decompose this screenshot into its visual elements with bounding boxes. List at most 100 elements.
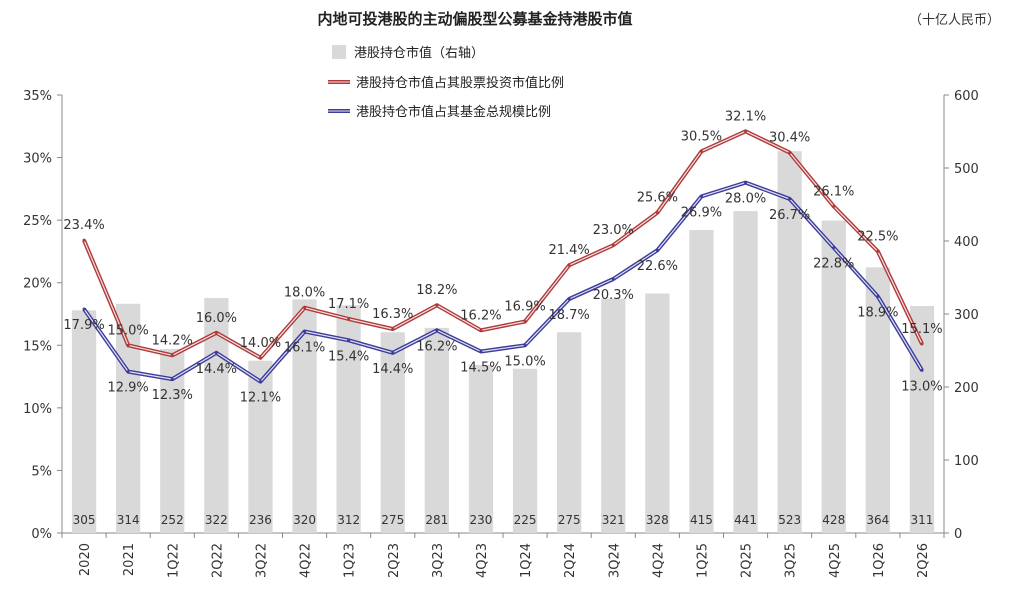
unit-label: （十亿人民币） <box>909 13 1000 28</box>
bar-value-label: 230 <box>469 513 492 527</box>
red-series-label: 22.5% <box>857 229 898 244</box>
series-point-2 <box>303 330 307 334</box>
series-point-1 <box>479 328 483 332</box>
bar-value-label: 236 <box>249 513 272 527</box>
axes: 0% 5% 10% 15% 20% 25% 30% 35% 0 100 200 300 400 500 60… <box>23 89 979 578</box>
bar <box>601 298 626 533</box>
series-point-1 <box>699 149 703 153</box>
series-point-2 <box>567 297 571 301</box>
y-right-tick-label: 300 <box>954 308 979 323</box>
blue-series-label: 14.4% <box>196 362 237 377</box>
legend-swatch-bar <box>332 45 346 59</box>
x-tick-label: 3Q22 <box>254 543 269 578</box>
y-right-tick-label: 200 <box>954 381 979 396</box>
bar <box>733 211 758 533</box>
red-series-label: 23.4% <box>63 218 104 233</box>
bar <box>512 368 538 533</box>
red-series-label: 16.0% <box>196 311 237 326</box>
x-tick-label: 1Q25 <box>695 543 710 578</box>
blue-series-label: 12.3% <box>152 388 193 403</box>
bar <box>468 365 494 533</box>
bar-value-label: 523 <box>778 513 801 527</box>
red-series-label: 14.2% <box>152 333 193 348</box>
bar <box>424 327 449 533</box>
series-point-1 <box>170 353 174 357</box>
red-series-label: 16.9% <box>504 300 545 315</box>
series-point-2 <box>170 377 174 381</box>
x-tick-label: 2Q23 <box>387 543 402 578</box>
bar-value-label: 305 <box>73 513 96 527</box>
red-series-label: 26.1% <box>813 184 854 199</box>
x-tick-label: 3Q23 <box>431 543 446 578</box>
series-point-1 <box>303 306 307 310</box>
x-tick-label: 3Q25 <box>784 543 799 578</box>
y-right-tick-label: 500 <box>954 162 979 177</box>
blue-series-label: 12.9% <box>107 381 148 396</box>
series-point-2 <box>788 197 792 201</box>
x-tick-label: 3Q24 <box>607 543 622 578</box>
legend-label-line-2: 港股持仓市值占其基金总规模比例 <box>356 104 551 120</box>
blue-series-label: 15.0% <box>504 354 545 369</box>
bar-value-label: 275 <box>558 513 581 527</box>
blue-series-label: 15.4% <box>328 349 369 364</box>
x-tick-label: 1Q24 <box>519 543 534 578</box>
blue-series-label: 22.6% <box>637 259 678 274</box>
series-point-2 <box>920 368 924 372</box>
series-line-core-2 <box>83 182 923 383</box>
series-point-1 <box>567 263 571 267</box>
legend-label-bar: 港股持仓市值（右轴） <box>354 45 484 61</box>
series-point-1 <box>258 356 262 360</box>
bar-value-label: 428 <box>822 513 845 527</box>
blue-series-label: 26.7% <box>769 208 810 223</box>
blue-series-label: 18.7% <box>548 308 589 323</box>
series-point-2 <box>832 246 836 250</box>
blue-series-label: 18.9% <box>857 305 898 320</box>
red-series-label: 25.6% <box>637 191 678 206</box>
y-right-tick-label: 600 <box>954 89 979 104</box>
legend-label-line-1: 港股持仓市值占其股票投资市值比例 <box>356 75 564 91</box>
blue-series-label: 28.0% <box>725 192 766 207</box>
red-series-label: 23.0% <box>593 223 634 238</box>
x-tick-label: 4Q23 <box>475 543 490 578</box>
red-series-label: 21.4% <box>548 243 589 258</box>
series-point-2 <box>611 277 615 281</box>
series-point-1 <box>347 317 351 321</box>
series-point-2 <box>126 370 130 374</box>
series-point-2 <box>523 343 527 347</box>
bar <box>689 230 714 534</box>
red-series-label: 32.1% <box>725 109 766 124</box>
bar-value-label: 311 <box>910 513 933 527</box>
y-left-tick-label: 0% <box>31 527 52 542</box>
bar-value-label: 312 <box>337 513 360 527</box>
bar <box>557 332 582 533</box>
blue-series-label: 20.3% <box>593 288 634 303</box>
y-left-tick-label: 35% <box>23 89 52 104</box>
x-tick-label: 2Q24 <box>563 543 578 578</box>
bars <box>71 151 935 534</box>
red-series-label: 30.5% <box>681 129 722 144</box>
bar-value-label: 252 <box>161 513 184 527</box>
legend: 港股持仓市值（右轴） 港股持仓市值占其股票投资市值比例港股持仓市值占其基金总规模比… <box>328 45 564 120</box>
y-right-tick-label: 100 <box>954 454 979 469</box>
series-point-1 <box>876 249 880 253</box>
bar-value-label: 364 <box>866 513 889 527</box>
bar <box>645 293 670 533</box>
x-tick-label: 4Q25 <box>828 543 843 578</box>
blue-series-label: 16.1% <box>284 341 325 356</box>
red-series-label: 17.1% <box>328 297 369 312</box>
series-point-1 <box>920 342 924 346</box>
x-tick-label: 4Q22 <box>299 543 314 578</box>
series-point-1 <box>655 211 659 215</box>
series-point-1 <box>832 204 836 208</box>
blue-series-label: 14.5% <box>460 361 501 376</box>
blue-series-label: 17.9% <box>63 318 104 333</box>
x-tick-label: 2Q26 <box>916 543 931 578</box>
red-series-label: 16.3% <box>372 307 413 322</box>
bar-value-label: 314 <box>117 513 140 527</box>
red-series-label: 18.0% <box>284 286 325 301</box>
blue-series-label: 16.2% <box>416 339 457 354</box>
blue-series-label: 22.8% <box>813 257 854 272</box>
bar-value-label: 225 <box>514 513 537 527</box>
chart-title: 内地可投港股的主动偏股型公募基金持港股市值 <box>317 10 632 28</box>
series-point-1 <box>788 151 792 155</box>
